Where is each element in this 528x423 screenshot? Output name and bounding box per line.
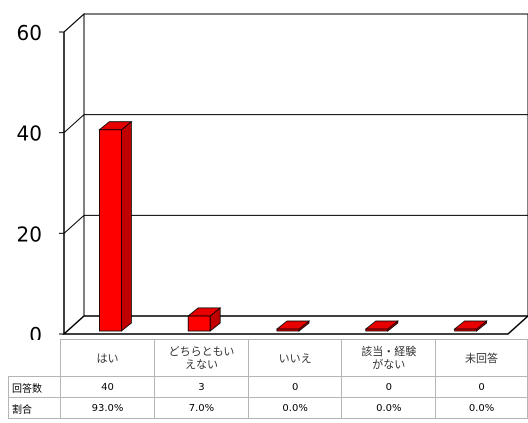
bar-front [187, 315, 211, 332]
bar [364, 320, 399, 332]
y-axis: 0 20 40 60 [17, 21, 65, 340]
category-label: 未回答 [435, 339, 528, 377]
y-tick-label: 20 [17, 222, 42, 246]
category-row: はい どちらともい えない いいえ 該当・経験 がない 未回答 [8, 339, 528, 377]
bar-front [99, 129, 122, 332]
count-row: 回答数 40 3 0 0 0 [8, 376, 528, 398]
ratio-cell: 7.0% [154, 397, 249, 419]
bars [98, 120, 488, 332]
gridline [63, 214, 85, 234]
ratio-row-label: 割合 [8, 397, 61, 419]
gridline [63, 13, 85, 33]
ratio-cell: 0.0% [435, 397, 528, 419]
ratio-row: 割合 93.0% 7.0% 0.0% 0.0% 0.0% [8, 397, 528, 419]
bar [187, 307, 222, 332]
side-wall [63, 12, 85, 336]
chart-plot-area [62, 12, 528, 336]
gridline [63, 114, 85, 134]
count-cell: 40 [59, 376, 156, 398]
category-label: どちらともい えない [154, 339, 249, 377]
count-row-label: 回答数 [8, 376, 61, 398]
category-label: 該当・経験 がない [341, 339, 437, 377]
count-cell: 0 [435, 376, 528, 398]
bar [275, 320, 311, 332]
bar-top [275, 320, 311, 330]
bar [98, 120, 133, 332]
ratio-cell: 0.0% [247, 397, 343, 419]
table-corner [8, 339, 61, 377]
y-tick-label: 60 [17, 21, 42, 45]
bar-top [187, 307, 222, 317]
category-label: はい [59, 339, 156, 377]
bar [453, 320, 488, 332]
category-label: いいえ [247, 339, 343, 377]
bar-side [121, 120, 132, 332]
count-cell: 0 [341, 376, 437, 398]
count-cell: 3 [154, 376, 249, 398]
bar-top [98, 121, 133, 131]
y-tick-label: 40 [17, 122, 42, 146]
bar-top [453, 320, 488, 330]
count-cell: 0 [247, 376, 343, 398]
back-wall [83, 13, 528, 317]
y-tick-label: 0 [29, 323, 42, 340]
bar-chart: 0 20 40 60 [17, 12, 528, 340]
bar-top [364, 320, 399, 330]
data-table: はい どちらともい えない いいえ 該当・経験 がない 未回答 回答数 40 3 0… [8, 339, 528, 419]
ratio-cell: 0.0% [341, 397, 437, 419]
ratio-cell: 93.0% [59, 397, 156, 419]
